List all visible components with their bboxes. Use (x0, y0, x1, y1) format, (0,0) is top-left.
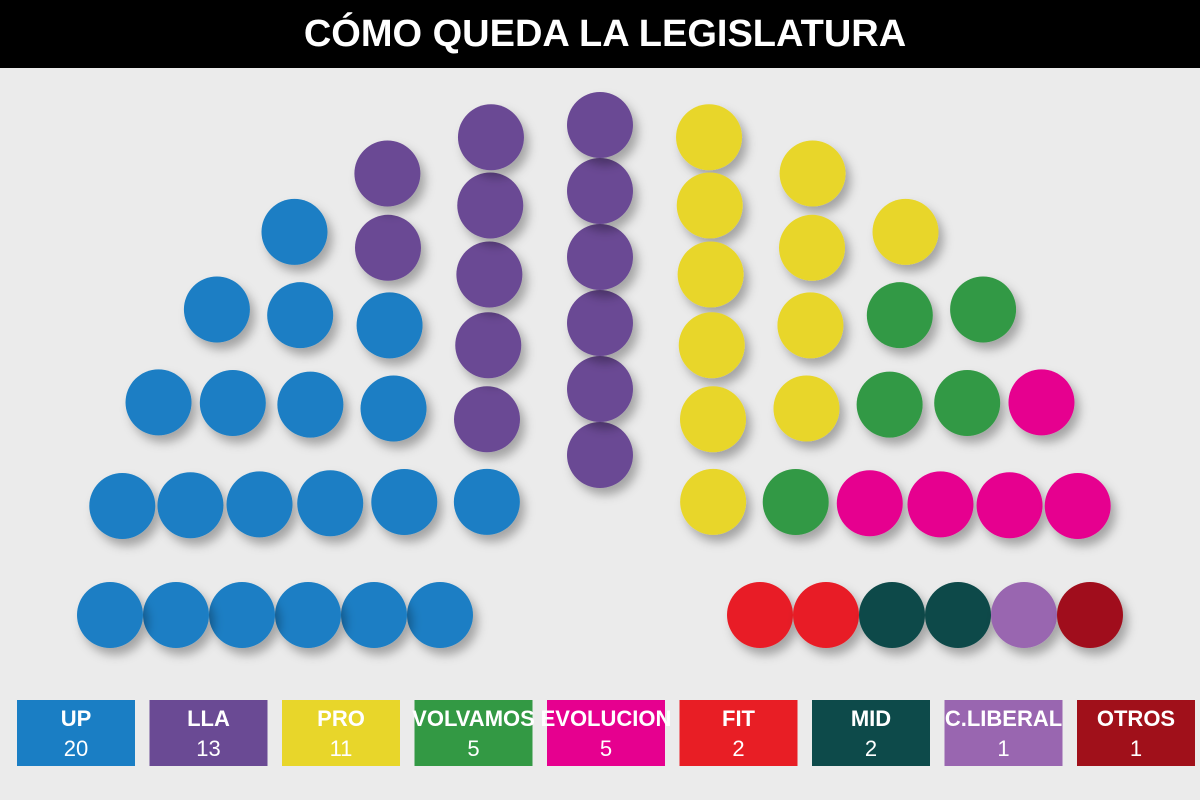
seat (277, 371, 344, 438)
legend-name: PRO (317, 706, 365, 731)
legend-value: 1 (997, 736, 1009, 761)
seat (567, 422, 633, 488)
legend-value: 2 (732, 736, 744, 761)
seat (267, 282, 334, 349)
legend-name: UP (61, 706, 92, 731)
seat (836, 470, 903, 537)
seat (777, 292, 844, 359)
seat (209, 582, 275, 648)
chart-title: CÓMO QUEDA LA LEGISLATURA (304, 11, 906, 55)
seat (779, 214, 845, 281)
legend-box (944, 700, 1063, 766)
seat (456, 241, 523, 308)
seat (866, 282, 933, 349)
legend-name: C.LIBERAL (945, 706, 1062, 731)
seat (567, 224, 633, 290)
seat (727, 582, 793, 648)
seat (226, 471, 293, 538)
seat (676, 172, 743, 239)
seat (872, 198, 939, 265)
legend-box (282, 700, 400, 766)
seat (356, 292, 423, 359)
seat (779, 140, 846, 207)
seat (455, 312, 522, 379)
seat (680, 386, 746, 453)
seat (143, 582, 209, 648)
header-bar (0, 0, 1200, 68)
seat (89, 472, 156, 539)
legend-name: EVOLUCION (541, 706, 672, 731)
legend-box (414, 700, 533, 766)
legend-value: 5 (600, 736, 612, 761)
legend-name: LLA (187, 706, 230, 731)
seat (157, 472, 224, 539)
legend-value: 2 (865, 736, 877, 761)
seat (1008, 369, 1075, 436)
seat (907, 471, 974, 538)
legend-value: 1 (1130, 736, 1142, 761)
seat (934, 370, 1001, 436)
legend-box (547, 700, 665, 766)
seat (297, 470, 364, 537)
legend-value: 5 (467, 736, 479, 761)
seat (678, 312, 745, 379)
seat (976, 472, 1043, 539)
legend-value: 20 (64, 736, 88, 761)
seat (991, 582, 1057, 648)
seat (341, 582, 407, 648)
seat (856, 371, 923, 438)
seat (77, 582, 143, 648)
seat (680, 468, 747, 535)
legend-value: 11 (330, 736, 353, 761)
seat (859, 582, 925, 648)
seat (199, 370, 266, 436)
legend-box (812, 700, 930, 766)
seat (261, 198, 328, 265)
legend-box (1077, 700, 1195, 766)
seat (183, 276, 250, 343)
legend-box (17, 700, 135, 766)
legend-value: 13 (196, 736, 220, 761)
legend-name: OTROS (1097, 706, 1175, 731)
seat (567, 290, 633, 356)
seat (360, 375, 427, 442)
seat (567, 158, 633, 224)
seat (676, 104, 743, 171)
legend-box (149, 700, 268, 766)
seat (355, 214, 421, 281)
seat (457, 172, 524, 239)
seat (1044, 472, 1111, 539)
legend-name: MID (851, 706, 891, 731)
seat (567, 92, 633, 158)
seat (1057, 582, 1123, 648)
seat (371, 469, 438, 535)
seat (354, 140, 421, 207)
seat (773, 375, 840, 442)
seat (925, 582, 991, 648)
seat (762, 469, 829, 535)
seat (793, 582, 859, 648)
seat (677, 241, 744, 308)
seat (407, 582, 473, 648)
seat (950, 276, 1017, 343)
seat (457, 104, 524, 171)
seat (453, 468, 520, 535)
seat (454, 386, 520, 453)
legend-box (679, 700, 798, 766)
legend-name: VOLVAMOS (412, 706, 535, 731)
seat (275, 582, 341, 648)
seat (125, 369, 192, 436)
legend-name: FIT (722, 706, 756, 731)
seat (567, 356, 633, 422)
